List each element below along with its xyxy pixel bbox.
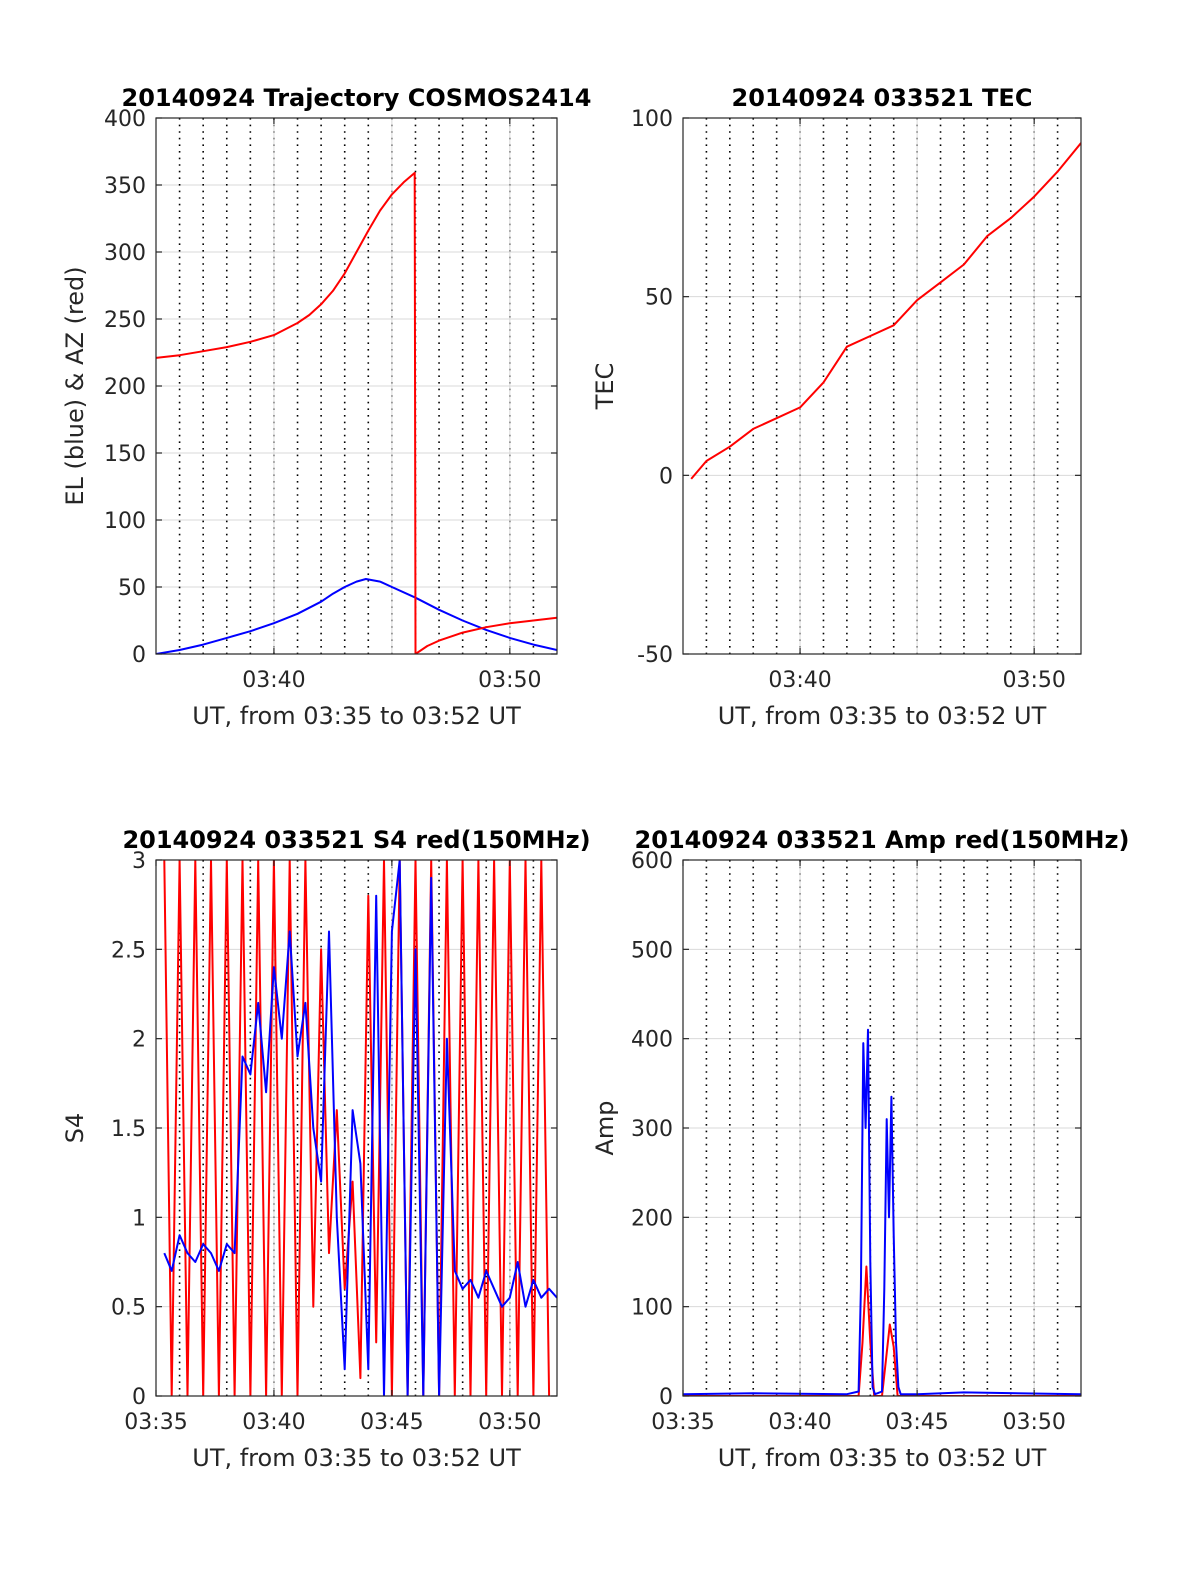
y-tick-label: 100 — [631, 107, 673, 132]
x-tick-label: 03:50 — [478, 1410, 541, 1435]
y-axis-label: EL (blue) & AZ (red) — [61, 266, 89, 505]
y-tick-label: 500 — [631, 938, 673, 963]
y-tick-label: 100 — [104, 509, 146, 534]
x-tick-label: 03:40 — [768, 668, 831, 693]
y-tick-label: 0 — [132, 643, 146, 668]
y-tick-label: 600 — [631, 849, 673, 874]
x-tick-label: 03:50 — [1002, 1410, 1065, 1435]
y-tick-label: -50 — [637, 643, 673, 668]
y-tick-label: 1.5 — [111, 1117, 146, 1142]
y-tick-label: 400 — [631, 1028, 673, 1053]
y-axis-label: S4 — [61, 1113, 89, 1144]
series-line-az — [156, 171, 557, 654]
x-tick-label: 03:40 — [242, 1410, 305, 1435]
y-tick-label: 200 — [631, 1206, 673, 1231]
chart-title: 20140924 Trajectory COSMOS2414 — [122, 84, 592, 112]
x-tick-label: 03:35 — [124, 1410, 187, 1435]
series-line-el — [156, 578, 557, 654]
y-tick-label: 2 — [132, 1028, 146, 1053]
chart-panel-2: -50 0 50 100 03:40 03:50 20140924 033521 TEC UT… — [591, 84, 1082, 730]
series-line-s4_blue — [163, 860, 557, 1396]
chart-panel-3: 0 0.5 1 1.5 2 2.5 3 03:35 03:40 03:45 03:50 2014092… — [61, 826, 591, 1472]
x-axis-label: UT, from 03:35 to 03:52 UT — [192, 1444, 521, 1472]
series-line-amp_blue — [683, 1028, 1081, 1396]
chart-panel-4: 0 100 200 300 400 500 600 03:35 03:40 03:45 03:50 2… — [591, 826, 1129, 1472]
x-axis-label: UT, from 03:35 to 03:52 UT — [718, 1444, 1047, 1472]
y-tick-label: 2.5 — [111, 938, 146, 963]
y-tick-label: 0 — [659, 464, 673, 489]
x-tick-label: 03:35 — [651, 1410, 714, 1435]
chart-title: 20140924 033521 S4 red(150MHz) — [122, 826, 590, 854]
x-tick-label: 03:50 — [1002, 668, 1065, 693]
x-axis-label: UT, from 03:35 to 03:52 UT — [718, 702, 1047, 730]
y-axis-label: TEC — [591, 363, 619, 411]
y-tick-label: 50 — [645, 286, 673, 311]
y-tick-label: 350 — [104, 174, 146, 199]
series-line-s4_red — [163, 860, 551, 1396]
chart-title: 20140924 033521 TEC — [732, 84, 1033, 112]
y-tick-label: 0 — [659, 1385, 673, 1410]
y-tick-label: 300 — [631, 1117, 673, 1142]
x-axis-label: UT, from 03:35 to 03:52 UT — [192, 702, 521, 730]
chart-title: 20140924 033521 Amp red(150MHz) — [635, 826, 1130, 854]
y-tick-label: 0.5 — [111, 1296, 146, 1321]
x-tick-label: 03:40 — [768, 1410, 831, 1435]
series-line-tec — [690, 142, 1081, 480]
y-tick-label: 1 — [132, 1206, 146, 1231]
y-tick-label: 250 — [104, 308, 146, 333]
y-tick-label: 100 — [631, 1296, 673, 1321]
y-axis-label: Amp — [591, 1100, 619, 1155]
x-tick-label: 03:45 — [885, 1410, 948, 1435]
y-tick-label: 50 — [118, 576, 146, 601]
y-tick-label: 300 — [104, 241, 146, 266]
y-tick-label: 400 — [104, 107, 146, 132]
y-tick-label: 3 — [132, 849, 146, 874]
x-tick-label: 03:50 — [478, 668, 541, 693]
x-tick-label: 03:45 — [360, 1410, 423, 1435]
y-tick-label: 0 — [132, 1385, 146, 1410]
y-tick-label: 150 — [104, 442, 146, 467]
plot-area-frame — [682, 117, 1082, 655]
y-tick-label: 200 — [104, 375, 146, 400]
series-line-amp_red — [683, 1265, 1081, 1396]
chart-panel-1: 0 50 100 150 200 250 300 350 400 03:40 03:50 201409… — [61, 84, 591, 730]
x-tick-label: 03:40 — [242, 668, 305, 693]
